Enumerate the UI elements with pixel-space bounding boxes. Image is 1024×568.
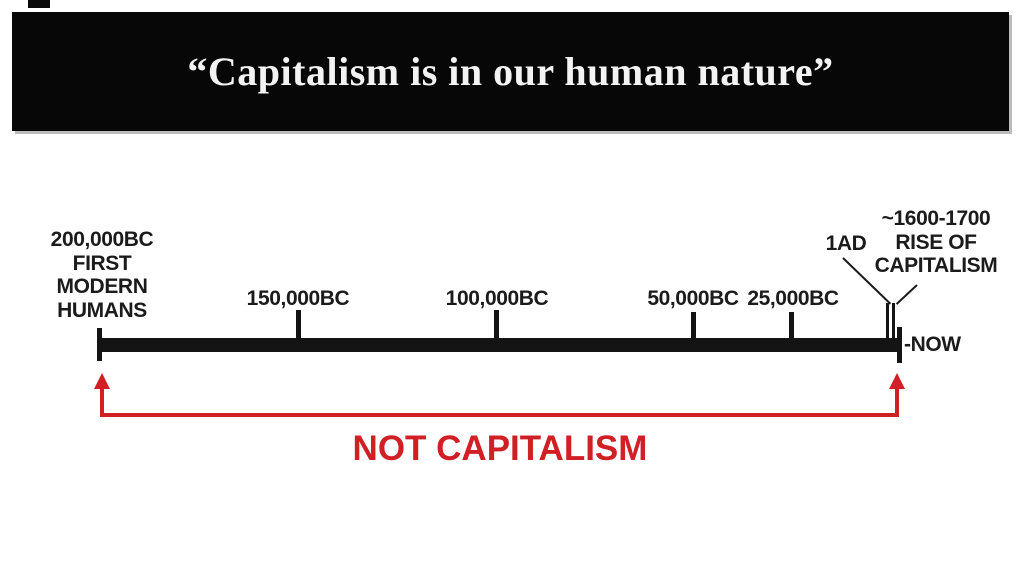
not-capitalism-label: NOT CAPITALISM	[352, 429, 648, 468]
timeline-end-cap	[897, 327, 902, 363]
timeline-bar	[99, 338, 901, 352]
quote-text: “Capitalism is in our human nature”	[187, 49, 834, 94]
label-rise-of-capitalism: ~1600-1700 RISE OF CAPITALISM	[874, 207, 998, 278]
label-1ad: 1AD	[825, 232, 867, 255]
bracket-left-stem	[100, 389, 104, 415]
tick-25000bc	[789, 312, 794, 340]
rise-label-line-2: RISE OF	[895, 230, 977, 254]
label-150000bc: 150,000BC	[246, 287, 350, 310]
rise-label-line-1: ~1600-1700	[881, 207, 991, 230]
label-50000bc: 50,000BC	[647, 287, 739, 310]
origin-label-line-1: 200,000BC	[50, 228, 154, 251]
up-arrow-right-icon	[889, 373, 905, 389]
tick-1ad	[886, 303, 889, 338]
tick-150000bc	[296, 310, 301, 340]
label-25000bc: 25,000BC	[747, 287, 839, 310]
leader-line-rise	[895, 284, 918, 305]
label-now: -NOW	[904, 333, 961, 356]
bracket-right-stem	[895, 389, 899, 415]
up-arrow-left-icon	[94, 373, 110, 389]
corner-artifact-mark	[28, 0, 50, 8]
tick-rise-of-capitalism	[892, 303, 895, 338]
rise-label-line-3: CAPITALISM	[874, 254, 998, 277]
origin-label-line-2: FIRST	[72, 251, 132, 275]
tick-100000bc	[494, 310, 499, 340]
bracket-horizontal-line	[100, 413, 899, 417]
label-100000bc: 100,000BC	[445, 287, 549, 310]
quote-banner: “Capitalism is in our human nature”	[12, 12, 1009, 131]
tick-50000bc	[691, 312, 696, 340]
origin-label-line-3: MODERN	[56, 275, 148, 298]
label-200000bc-first-modern-humans: 200,000BC FIRST MODERN HUMANS	[40, 228, 164, 322]
origin-label-line-4: HUMANS	[57, 298, 147, 322]
timeline-start-cap	[97, 328, 102, 361]
